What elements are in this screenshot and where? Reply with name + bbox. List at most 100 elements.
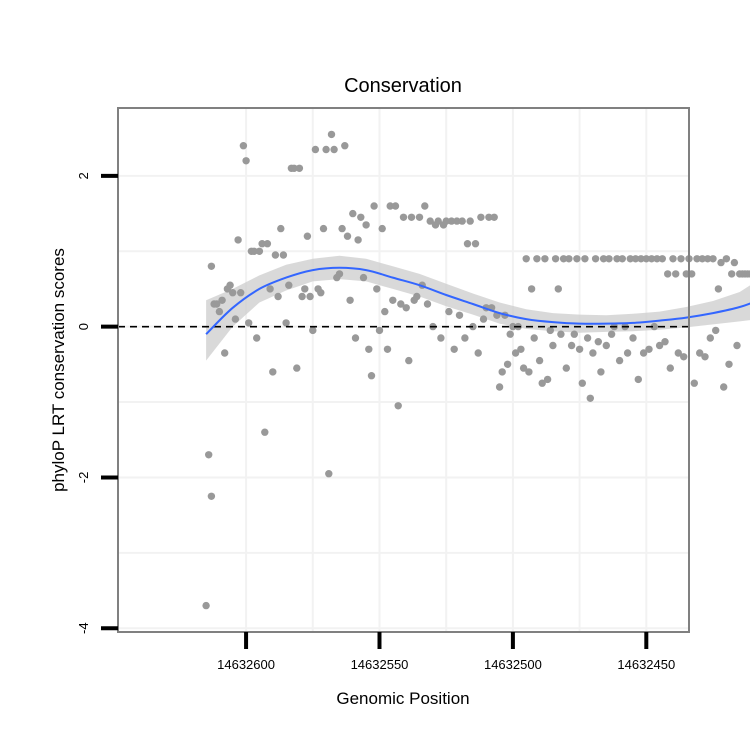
data-point xyxy=(522,255,530,263)
data-point xyxy=(557,330,565,338)
x-tick-label: 14632450 xyxy=(617,657,675,672)
data-point xyxy=(426,217,434,225)
data-point xyxy=(327,130,336,139)
data-point xyxy=(437,334,445,342)
data-point xyxy=(495,383,504,391)
data-point xyxy=(466,217,474,225)
data-point xyxy=(458,217,466,225)
data-point xyxy=(231,315,240,323)
data-point xyxy=(618,255,626,263)
data-point xyxy=(423,300,432,308)
data-point xyxy=(386,202,394,210)
data-point xyxy=(242,157,250,165)
data-point xyxy=(664,270,672,278)
data-point xyxy=(309,326,317,335)
scatter-points xyxy=(202,130,750,610)
confidence-ribbon xyxy=(206,255,750,361)
smooth-curve xyxy=(205,266,750,335)
data-point xyxy=(575,345,584,353)
data-point xyxy=(637,255,645,263)
data-point xyxy=(722,255,731,263)
data-point xyxy=(717,258,725,267)
data-point xyxy=(271,251,280,259)
data-point xyxy=(330,145,338,154)
data-point xyxy=(250,247,258,255)
data-point xyxy=(261,428,269,436)
data-point xyxy=(277,224,285,233)
data-point xyxy=(605,255,613,263)
data-point xyxy=(538,379,546,387)
data-point xyxy=(565,255,573,263)
data-point xyxy=(615,356,624,365)
data-point xyxy=(533,255,541,263)
data-point xyxy=(301,285,309,293)
data-point xyxy=(733,341,741,350)
data-point xyxy=(298,292,306,301)
data-point xyxy=(279,251,288,259)
data-point xyxy=(730,258,739,267)
data-point xyxy=(319,224,328,233)
data-point xyxy=(402,304,410,312)
data-point xyxy=(634,375,642,384)
data-point xyxy=(463,240,472,248)
data-point xyxy=(642,255,650,263)
data-point xyxy=(365,345,373,353)
y-tick-label: -4 xyxy=(76,622,91,634)
x-axis: 1463260014632550146325001463245014632400 xyxy=(217,632,675,672)
data-point xyxy=(714,285,723,293)
data-point xyxy=(285,281,293,289)
data-point xyxy=(728,270,736,278)
data-point xyxy=(346,296,354,304)
data-point xyxy=(213,300,221,308)
data-point xyxy=(658,255,666,263)
data-point xyxy=(378,224,386,233)
data-point xyxy=(602,341,610,350)
data-point xyxy=(701,353,709,361)
data-point xyxy=(541,255,549,263)
panel-border xyxy=(117,107,690,633)
data-point xyxy=(237,289,245,297)
data-point xyxy=(559,255,568,263)
data-point xyxy=(623,349,632,357)
data-point xyxy=(239,142,248,150)
data-point xyxy=(357,213,365,221)
data-point xyxy=(519,364,528,372)
data-point xyxy=(661,338,669,346)
data-point xyxy=(450,345,458,353)
data-point xyxy=(445,307,453,316)
data-point xyxy=(645,345,653,353)
data-point xyxy=(578,379,586,387)
y-axis: -4 -2 0 2 xyxy=(76,172,118,634)
data-point xyxy=(479,315,488,323)
data-point xyxy=(549,341,557,350)
data-point xyxy=(421,202,429,210)
data-point xyxy=(517,345,525,353)
data-point xyxy=(680,353,688,361)
data-point xyxy=(341,142,349,150)
data-point xyxy=(570,330,578,338)
data-point xyxy=(746,270,750,278)
data-point xyxy=(546,326,554,335)
data-point xyxy=(551,255,560,263)
data-point xyxy=(303,232,312,240)
y-tick-label: 2 xyxy=(76,172,91,179)
data-point xyxy=(477,213,485,221)
data-point xyxy=(215,307,224,316)
data-point xyxy=(370,202,378,210)
data-point xyxy=(706,334,714,342)
data-point xyxy=(543,375,552,384)
data-point xyxy=(511,349,520,357)
data-point xyxy=(573,255,581,263)
x-tick-label: 14632600 xyxy=(217,657,275,672)
data-point xyxy=(367,372,376,380)
data-point xyxy=(725,360,733,368)
data-point xyxy=(631,255,640,263)
x-axis-label: Genomic Position xyxy=(336,689,469,708)
data-point xyxy=(455,311,464,319)
data-point xyxy=(207,492,216,500)
data-point xyxy=(647,255,656,263)
data-point xyxy=(394,402,402,410)
data-point xyxy=(527,285,536,293)
data-point xyxy=(690,379,698,387)
data-point xyxy=(629,334,637,342)
